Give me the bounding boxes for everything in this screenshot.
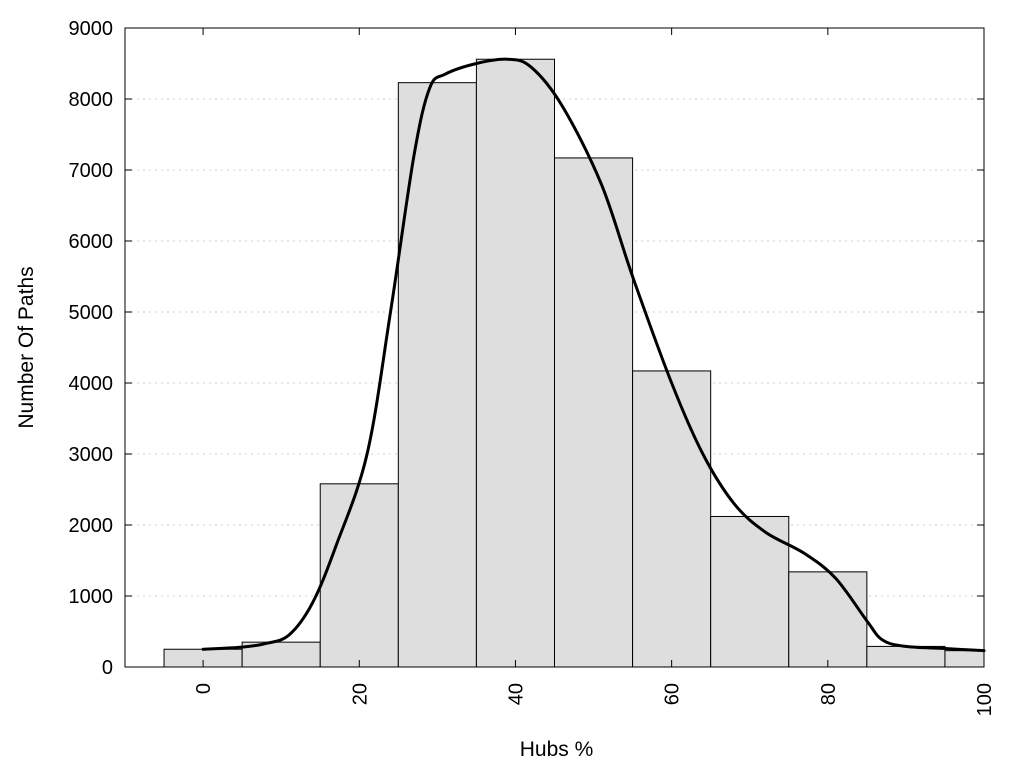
y-tick-label: 9000 [69, 18, 114, 40]
y-tick-label: 5000 [69, 302, 114, 324]
histogram-bars [163, 58, 985, 668]
histogram-bar [788, 571, 868, 668]
y-axis-label: Number Of Paths [15, 266, 38, 428]
x-tick-label: 60 [662, 683, 684, 705]
histogram-bar [475, 58, 555, 668]
x-tick-label: 0 [193, 683, 215, 694]
y-tick-label: 7000 [69, 160, 114, 182]
y-tick-label: 4000 [69, 373, 114, 395]
density-curve-layer [201, 57, 986, 653]
histogram-bar [554, 157, 634, 668]
y-tick-label: 6000 [69, 231, 114, 253]
x-tick-label: 80 [818, 683, 840, 705]
x-axis-label: Hubs % [520, 738, 594, 761]
x-tick-label: 20 [349, 683, 371, 705]
y-axis-ticks: 0 1000 2000 3000 4000 5000 6000 7000 8000 9000 [69, 18, 984, 679]
x-tick-label: 100 [974, 683, 996, 716]
y-tick-label: 3000 [69, 444, 114, 466]
histogram-bar [319, 483, 399, 668]
histogram-bar [632, 370, 712, 668]
plot-frame [124, 27, 985, 668]
y-tick-label: 1000 [69, 586, 114, 608]
y-tick-label: 8000 [69, 89, 114, 111]
y-tick-label: 2000 [69, 515, 114, 537]
histogram-bar [710, 515, 790, 668]
density-curve [201, 57, 986, 653]
x-tick-label: 40 [505, 683, 527, 705]
y-tick-label: 0 [102, 657, 113, 679]
histogram-bar [944, 650, 985, 668]
x-axis-ticks: 0 20 40 60 80 100 [193, 28, 996, 716]
